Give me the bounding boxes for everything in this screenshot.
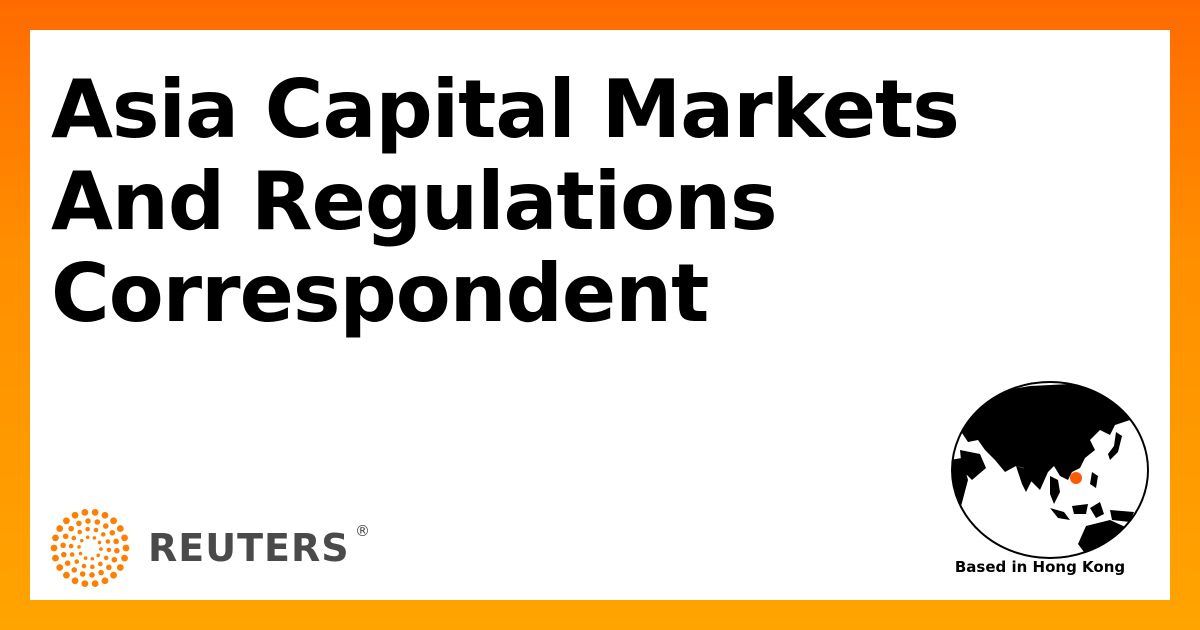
location-marker-icon <box>1070 472 1082 484</box>
reuters-logo: REUTERS ® <box>50 508 380 588</box>
reuters-dot-logo-icon <box>50 508 130 588</box>
globe-asia-icon <box>951 381 1149 559</box>
brand-name: REUTERS <box>148 526 350 570</box>
profile-card: Asia Capital Markets And Regulations Cor… <box>30 30 1170 600</box>
registered-mark: ® <box>355 522 370 540</box>
page-title: Asia Capital Markets And Regulations Cor… <box>51 63 960 340</box>
location-label: Based in Hong Kong <box>954 558 1126 576</box>
